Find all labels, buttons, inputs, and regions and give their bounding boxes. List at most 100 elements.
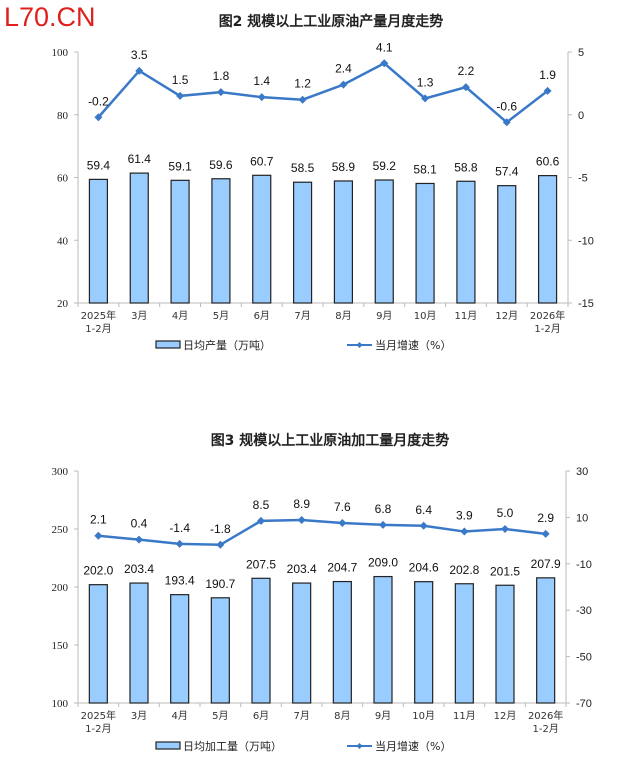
x-tick-label: 1-2月 xyxy=(534,323,560,335)
x-tick-label: 1-2月 xyxy=(85,723,111,735)
right-tick-label: -15 xyxy=(578,298,594,310)
bar-value-label: 207.5 xyxy=(246,557,276,571)
legend-line-marker xyxy=(356,743,363,749)
growth-value-label: 6.4 xyxy=(415,503,432,517)
left-tick-label: 40 xyxy=(57,235,69,247)
bar xyxy=(170,179,190,304)
bar-value-label: 209.0 xyxy=(368,556,398,570)
legend-line-label: 当月增速（%） xyxy=(375,739,451,753)
bar-value-label: 201.5 xyxy=(490,564,520,578)
x-tick-label: 8月 xyxy=(334,710,350,722)
growth-line xyxy=(98,518,546,547)
bar-value-label: 57.4 xyxy=(495,165,519,179)
right-tick-label: 5 xyxy=(578,47,584,59)
bar-value-label: 204.6 xyxy=(409,561,439,575)
bar-value-label: 190.7 xyxy=(205,577,235,591)
growth-value-label: 8.5 xyxy=(253,498,270,512)
bar xyxy=(495,584,515,704)
growth-point xyxy=(421,94,430,103)
growth-value-label: 2.1 xyxy=(90,513,107,527)
bar-value-label: 60.6 xyxy=(536,155,560,169)
bar-value-label: 59.4 xyxy=(87,158,111,172)
growth-point xyxy=(135,535,143,544)
x-tick-label: 2025年 xyxy=(81,309,116,322)
x-tick-label: 9月 xyxy=(376,310,392,322)
bar-value-label: 60.7 xyxy=(250,154,274,168)
bar-value-label: 61.4 xyxy=(128,152,152,166)
bar xyxy=(415,182,435,304)
left-tick-label: 100 xyxy=(52,698,69,710)
bar xyxy=(292,181,313,304)
bar-value-label: 59.1 xyxy=(168,159,192,173)
right-tick-label: -50 xyxy=(576,652,592,664)
growth-value-label: 1.9 xyxy=(539,68,556,82)
bar-value-label: 193.4 xyxy=(165,574,195,588)
growth-value-label: 1.3 xyxy=(417,75,434,89)
x-tick-label: 2026年 xyxy=(530,309,565,322)
growth-point xyxy=(175,539,184,548)
legend-bar-label: 日均产量（万吨） xyxy=(183,338,271,352)
growth-point xyxy=(338,518,347,527)
growth-point xyxy=(94,113,103,122)
bar xyxy=(414,581,434,704)
growth-value-label: 1.4 xyxy=(253,74,270,88)
growth-value-label: 3.5 xyxy=(131,48,148,62)
bar xyxy=(373,575,393,704)
bar xyxy=(497,185,517,304)
growth-value-label: 2.9 xyxy=(537,511,554,525)
legend-bar-swatch xyxy=(155,340,181,349)
legend-line-marker xyxy=(356,342,363,348)
growth-value-label: 2.2 xyxy=(458,64,475,78)
bar xyxy=(251,577,271,704)
bar xyxy=(129,582,149,704)
x-tick-label: 2025年 xyxy=(81,709,116,722)
growth-value-label: -1.4 xyxy=(169,521,190,535)
bar-value-label: 58.1 xyxy=(413,162,437,176)
bar xyxy=(537,175,558,304)
bar-value-label: 207.9 xyxy=(531,557,561,571)
right-tick-label: -5 xyxy=(578,173,588,185)
x-tick-label: 7月 xyxy=(293,710,309,722)
bar xyxy=(332,580,352,704)
x-tick-label: 3月 xyxy=(131,710,147,722)
bar-value-label: 58.9 xyxy=(332,160,356,174)
bar-value-label: 203.4 xyxy=(124,562,154,576)
growth-point xyxy=(461,83,470,92)
right-tick-label: 10 xyxy=(576,512,588,524)
bar xyxy=(170,594,190,704)
growth-value-label: 1.8 xyxy=(213,69,230,83)
growth-point xyxy=(257,93,266,102)
x-tick-label: 5月 xyxy=(212,710,228,722)
legend-bar-swatch xyxy=(155,741,181,750)
bar xyxy=(333,180,354,304)
right-tick-label: -70 xyxy=(576,698,592,710)
growth-point xyxy=(298,95,307,104)
chart-title: 图2 规模以上工业原油产量月度走势 xyxy=(219,13,444,30)
growth-line xyxy=(97,61,549,124)
growth-point xyxy=(339,80,348,89)
growth-point xyxy=(541,529,550,538)
bar-value-label: 202.0 xyxy=(83,564,113,578)
bar xyxy=(211,178,231,304)
x-tick-label: 1-2月 xyxy=(532,723,558,735)
growth-value-label: 1.5 xyxy=(172,73,189,87)
bar xyxy=(210,597,230,704)
growth-point xyxy=(257,516,265,525)
growth-point xyxy=(543,86,552,95)
bar xyxy=(129,172,149,304)
x-tick-label: 12月 xyxy=(495,310,518,322)
x-tick-label: 6月 xyxy=(253,710,269,722)
growth-value-label: 4.1 xyxy=(376,40,393,54)
legend-line-label: 当月增速（%） xyxy=(375,338,451,352)
right-tick-label: 30 xyxy=(576,466,588,478)
x-tick-label: 9月 xyxy=(375,710,391,722)
x-tick-label: 3月 xyxy=(131,310,147,322)
bar-value-label: 203.4 xyxy=(287,562,317,576)
x-tick-label: 10月 xyxy=(414,310,437,322)
bar xyxy=(292,582,312,704)
growth-value-label: -0.6 xyxy=(496,99,517,113)
right-tick-label: -10 xyxy=(578,235,594,247)
x-tick-label: 4月 xyxy=(172,310,188,322)
growth-point xyxy=(216,88,225,97)
